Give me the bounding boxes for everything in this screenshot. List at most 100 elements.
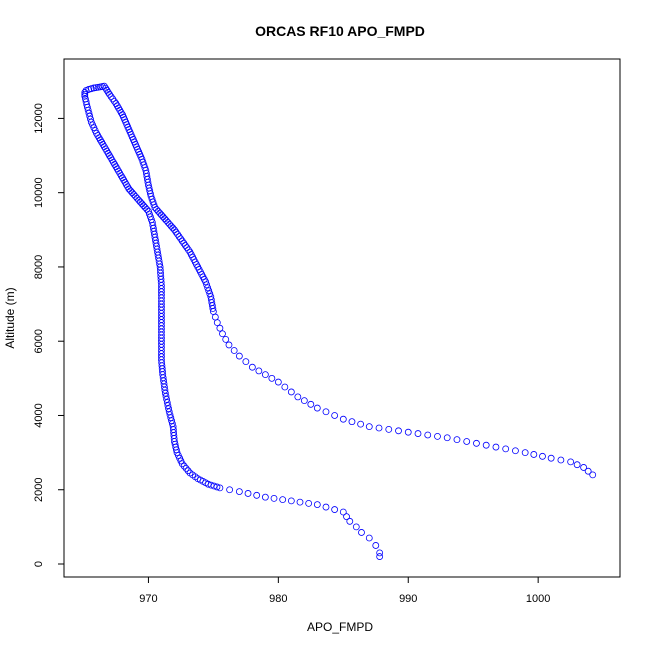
x-axis: 970 980 990 1000 <box>139 577 550 605</box>
data-point <box>166 220 173 228</box>
data-point <box>181 242 189 249</box>
data-point <box>95 134 103 142</box>
data-point <box>305 499 313 507</box>
data-point <box>205 287 213 295</box>
data-point <box>107 93 115 100</box>
y-tick-label: 6000 <box>33 329 45 353</box>
data-point <box>99 141 107 148</box>
data-point <box>125 185 133 193</box>
data-point <box>103 147 111 155</box>
data-point <box>375 424 383 432</box>
plot-frame <box>63 58 621 578</box>
x-tick-label: 970 <box>139 593 157 605</box>
data-point <box>172 228 180 236</box>
y-axis-label: Altitude (m) <box>3 287 17 348</box>
data-point <box>372 542 380 549</box>
data-point <box>213 483 221 491</box>
data-point <box>261 493 269 501</box>
data-point <box>174 230 181 238</box>
data-point <box>463 438 471 445</box>
data-point <box>141 204 149 211</box>
data-point <box>81 90 89 98</box>
data-point <box>204 284 212 292</box>
y-axis: 0 2000 4000 6000 8000 10000 12000 <box>33 103 64 567</box>
y-tick-label: 0 <box>33 561 45 567</box>
data-point <box>281 383 289 391</box>
data-point <box>385 425 393 433</box>
y-tick-label: 12000 <box>33 103 45 134</box>
data-point <box>357 420 365 428</box>
data-point <box>219 330 226 338</box>
data-point <box>216 324 224 332</box>
data-point <box>109 95 117 103</box>
data-point <box>154 207 162 215</box>
data-point <box>235 488 243 495</box>
data-point <box>106 90 113 98</box>
data-point <box>177 235 185 243</box>
data-point <box>85 86 93 93</box>
data-point <box>222 335 230 343</box>
y-tick-label: 2000 <box>33 477 45 501</box>
data-point <box>159 213 167 221</box>
data-point <box>161 389 169 397</box>
y-tick-label: 8000 <box>33 255 45 279</box>
data-point <box>230 347 238 354</box>
data-point <box>331 506 339 513</box>
data-point <box>242 358 250 366</box>
data-point <box>343 513 350 521</box>
data-point <box>180 239 188 247</box>
data-point <box>287 497 295 505</box>
data-point <box>530 451 538 458</box>
data-point <box>100 143 108 151</box>
data-point <box>178 460 186 468</box>
data-point <box>203 281 211 289</box>
data-point <box>567 458 575 466</box>
data-point <box>109 158 117 166</box>
data-point <box>339 508 347 516</box>
data-point <box>106 152 113 159</box>
data-point <box>313 501 321 508</box>
data-point <box>358 529 365 536</box>
data-point <box>87 115 94 123</box>
data-point <box>111 161 119 168</box>
data-point <box>92 84 100 91</box>
data-point <box>162 392 170 400</box>
data-point <box>248 363 256 371</box>
data-point <box>113 165 121 173</box>
data-point <box>158 211 165 219</box>
data-point <box>584 467 592 475</box>
data-point <box>339 415 347 423</box>
data-point <box>164 402 172 409</box>
data-point <box>274 378 282 386</box>
data-point <box>136 198 144 206</box>
data-point <box>453 436 461 444</box>
data-point <box>143 205 151 213</box>
data-point <box>178 237 186 245</box>
data-point <box>376 549 384 557</box>
data-point <box>414 430 422 437</box>
data-point <box>161 215 169 223</box>
data-point <box>132 192 139 200</box>
data-point <box>169 224 177 232</box>
data-point <box>163 399 171 406</box>
data-point <box>184 467 192 475</box>
data-point <box>270 494 278 502</box>
data-point <box>156 209 164 217</box>
data-point <box>365 534 373 542</box>
data-point <box>346 517 354 525</box>
y-tick-label: 10000 <box>33 177 45 208</box>
x-tick-label: 1000 <box>526 593 550 605</box>
data-point <box>133 194 141 202</box>
x-axis-label: APO_FMPD <box>307 620 373 634</box>
data-point <box>331 412 339 419</box>
data-point <box>130 191 138 198</box>
data-point <box>244 490 252 497</box>
data-point <box>116 106 124 114</box>
data-point <box>213 319 221 327</box>
x-tick-label: 980 <box>269 593 287 605</box>
data-point <box>140 202 147 210</box>
data-point <box>120 176 128 184</box>
data-point <box>434 432 441 440</box>
data-point <box>261 371 269 379</box>
data-point <box>322 408 330 416</box>
